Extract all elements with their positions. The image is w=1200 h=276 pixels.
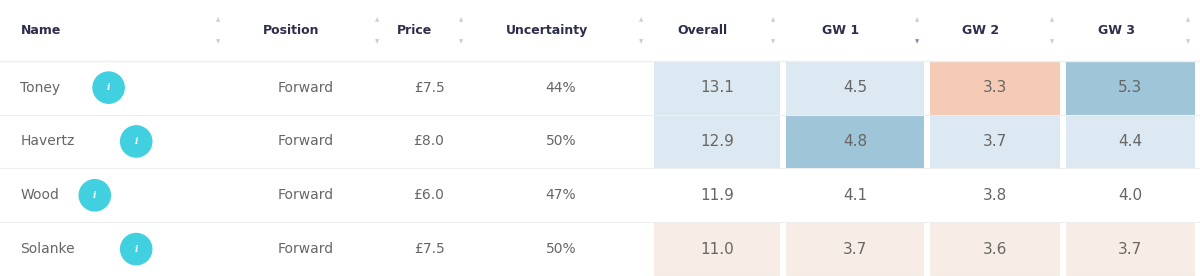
Text: i: i bbox=[134, 245, 138, 254]
Bar bbox=[654, 61, 780, 115]
Bar bbox=[930, 61, 1060, 115]
Text: i: i bbox=[107, 83, 110, 92]
Text: 11.9: 11.9 bbox=[700, 188, 734, 203]
Text: ▼: ▼ bbox=[1186, 39, 1190, 44]
Ellipse shape bbox=[79, 180, 110, 211]
Text: Uncertainty: Uncertainty bbox=[505, 24, 588, 37]
Text: ▼: ▼ bbox=[1050, 39, 1055, 44]
Text: Name: Name bbox=[20, 24, 61, 37]
Text: ▲: ▲ bbox=[770, 17, 775, 22]
Text: Forward: Forward bbox=[278, 134, 334, 148]
Text: ▼: ▼ bbox=[638, 39, 643, 44]
Text: £7.5: £7.5 bbox=[414, 81, 444, 95]
Ellipse shape bbox=[121, 233, 152, 265]
Text: 3.3: 3.3 bbox=[983, 80, 1007, 95]
Text: i: i bbox=[94, 191, 96, 200]
Text: 3.7: 3.7 bbox=[983, 134, 1007, 149]
Text: ▼: ▼ bbox=[770, 39, 775, 44]
Bar bbox=[1066, 168, 1195, 222]
Bar bbox=[1066, 115, 1195, 168]
Text: 4.8: 4.8 bbox=[842, 134, 868, 149]
Text: 3.8: 3.8 bbox=[983, 188, 1007, 203]
Text: 44%: 44% bbox=[546, 81, 576, 95]
Text: 4.5: 4.5 bbox=[842, 80, 868, 95]
Text: 3.6: 3.6 bbox=[983, 242, 1007, 257]
Text: 4.1: 4.1 bbox=[842, 188, 868, 203]
Text: ▲: ▲ bbox=[1050, 17, 1055, 22]
Text: Price: Price bbox=[397, 24, 432, 37]
Text: ▲: ▲ bbox=[638, 17, 643, 22]
Text: ▲: ▲ bbox=[374, 17, 379, 22]
Text: GW 2: GW 2 bbox=[962, 24, 998, 37]
Ellipse shape bbox=[94, 72, 125, 103]
Ellipse shape bbox=[121, 126, 152, 157]
Text: 4.0: 4.0 bbox=[1118, 188, 1142, 203]
Bar bbox=[930, 222, 1060, 276]
Text: Forward: Forward bbox=[278, 188, 334, 202]
Text: ▲: ▲ bbox=[1186, 17, 1190, 22]
Text: 12.9: 12.9 bbox=[700, 134, 734, 149]
Bar bbox=[654, 168, 780, 222]
Text: ▼: ▼ bbox=[914, 39, 919, 44]
Text: £6.0: £6.0 bbox=[414, 188, 444, 202]
Text: 3.7: 3.7 bbox=[842, 242, 868, 257]
Bar bbox=[1066, 61, 1195, 115]
Text: ▲: ▲ bbox=[914, 17, 919, 22]
Text: GW 1: GW 1 bbox=[822, 24, 859, 37]
Text: 13.1: 13.1 bbox=[700, 80, 734, 95]
Text: Toney: Toney bbox=[20, 81, 60, 95]
Text: 5.3: 5.3 bbox=[1118, 80, 1142, 95]
Text: Forward: Forward bbox=[278, 242, 334, 256]
Bar bbox=[654, 115, 780, 168]
Text: 3.7: 3.7 bbox=[1118, 242, 1142, 257]
Text: i: i bbox=[134, 137, 138, 146]
Text: Position: Position bbox=[263, 24, 320, 37]
Text: ▼: ▼ bbox=[374, 39, 379, 44]
Text: 50%: 50% bbox=[546, 134, 576, 148]
Bar bbox=[786, 222, 924, 276]
Text: £8.0: £8.0 bbox=[414, 134, 444, 148]
Text: ▲: ▲ bbox=[458, 17, 463, 22]
Text: ▲: ▲ bbox=[216, 17, 221, 22]
Bar bbox=[786, 115, 924, 168]
Bar bbox=[654, 222, 780, 276]
Text: ▼: ▼ bbox=[458, 39, 463, 44]
Text: Overall: Overall bbox=[678, 24, 727, 37]
Text: 11.0: 11.0 bbox=[700, 242, 734, 257]
Text: GW 3: GW 3 bbox=[1098, 24, 1134, 37]
Text: £7.5: £7.5 bbox=[414, 242, 444, 256]
Text: 47%: 47% bbox=[546, 188, 576, 202]
Bar bbox=[786, 168, 924, 222]
Bar bbox=[1066, 222, 1195, 276]
Bar bbox=[930, 168, 1060, 222]
Text: Wood: Wood bbox=[20, 188, 59, 202]
Text: Forward: Forward bbox=[278, 81, 334, 95]
Text: 4.4: 4.4 bbox=[1118, 134, 1142, 149]
Text: ▼: ▼ bbox=[216, 39, 221, 44]
Bar bbox=[786, 61, 924, 115]
Text: Solanke: Solanke bbox=[20, 242, 76, 256]
Text: Havertz: Havertz bbox=[20, 134, 74, 148]
Text: 50%: 50% bbox=[546, 242, 576, 256]
Bar bbox=[930, 115, 1060, 168]
